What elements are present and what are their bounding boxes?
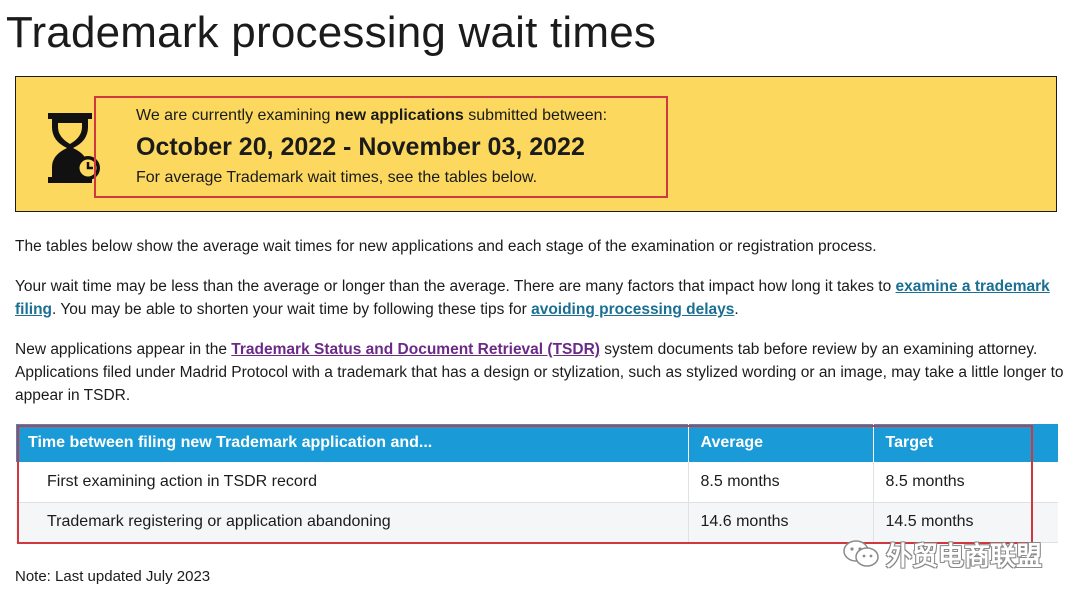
row-average: 14.6 months <box>687 502 873 543</box>
wait-factors-paragraph: Your wait time may be less than the aver… <box>15 278 1050 318</box>
banner-highlight-box <box>94 96 668 198</box>
watermark: 外贸电商联盟 <box>842 536 1042 572</box>
table-header-row: Time between filing new Trademark applic… <box>16 424 1058 462</box>
wait-time-banner: We are currently examining new applicati… <box>15 76 1057 212</box>
header-average: Average <box>687 424 873 462</box>
row-label: Trademark registering or application aba… <box>16 502 688 543</box>
banner-dates: October 20, 2022 - November 03, 2022 <box>136 133 585 161</box>
intro-paragraph: The tables below show the average wait t… <box>15 238 877 255</box>
banner-footnote: For average Trademark wait times, see th… <box>136 169 538 186</box>
page-title: Trademark processing wait times <box>6 8 657 57</box>
row-average: 8.5 months <box>687 462 873 503</box>
tsdr-link[interactable]: Trademark Status and Document Retrieval … <box>231 341 600 358</box>
row-label: First examining action in TSDR record <box>16 462 688 503</box>
avoiding-processing-delays-link[interactable]: avoiding processing delays <box>531 301 735 318</box>
watermark-text: 外贸电商联盟 <box>886 540 1043 571</box>
table-row: First examining action in TSDR record 8.… <box>16 462 1058 503</box>
examine-trademark-filing-link[interactable]: examine a trademark filing <box>15 278 1050 318</box>
table-row: Trademark registering or application aba… <box>16 502 1058 543</box>
wechat-icon <box>843 540 879 567</box>
tsdr-paragraph: New applications appear in the Trademark… <box>15 341 1064 404</box>
banner-intro-text: We are currently examining new applicati… <box>136 107 608 124</box>
wait-times-table: Time between filing new Trademark applic… <box>16 424 1058 543</box>
row-target: 8.5 months <box>872 462 1058 503</box>
header-time-between: Time between filing new Trademark applic… <box>16 424 688 462</box>
row-target: 14.5 months <box>872 502 1058 543</box>
header-target: Target <box>872 424 1058 462</box>
last-updated-note: Note: Last updated July 2023 <box>15 568 211 585</box>
